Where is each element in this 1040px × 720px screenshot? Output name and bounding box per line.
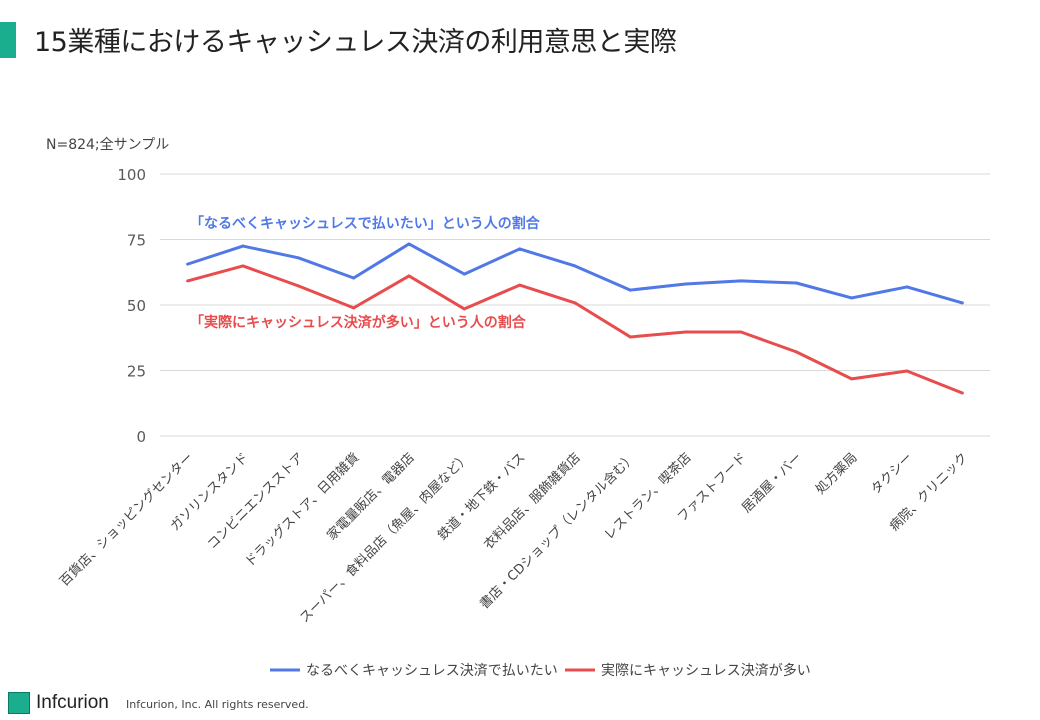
company-logo: Infcurion (8, 692, 109, 714)
y-tick-label: 75 (127, 232, 146, 250)
data-point (573, 301, 577, 305)
data-point (352, 306, 356, 310)
y-tick-label: 100 (117, 166, 146, 184)
data-point (850, 296, 854, 300)
data-point (518, 247, 522, 251)
data-point (905, 369, 909, 373)
data-point (960, 301, 964, 305)
page-title: 15業種におけるキャッシュレス決済の利用意思と実際 (34, 27, 677, 58)
x-tick-label: 処方薬局 (812, 450, 860, 498)
data-point (905, 285, 909, 289)
series-annotation: 「なるべくキャッシュレスで払いたい」という人の割合 (190, 215, 541, 232)
logo-text: Infcurion (36, 692, 109, 713)
legend-label: なるべくキャッシュレス決済で払いたい (306, 663, 558, 679)
data-point (407, 242, 411, 246)
data-point (407, 274, 411, 278)
data-point (960, 391, 964, 395)
accent-bar (0, 22, 16, 58)
y-tick-label: 0 (136, 428, 146, 446)
data-point (462, 307, 466, 311)
series-line (187, 242, 963, 305)
data-point (794, 350, 798, 354)
data-point (518, 283, 522, 287)
y-tick-label: 25 (127, 363, 146, 381)
data-point (186, 279, 190, 283)
x-tick-label: ドラッグストア、日用雑貨 (242, 450, 363, 571)
data-point (296, 284, 300, 288)
data-point (684, 282, 688, 286)
data-point (794, 281, 798, 285)
copyright: Infcurion, Inc. All rights reserved. (126, 698, 309, 711)
data-point (296, 256, 300, 260)
x-tick-label: 居酒屋・バー (739, 450, 805, 516)
data-point (850, 377, 854, 381)
data-point (462, 272, 466, 276)
sample-note: N=824;全サンプル (46, 137, 170, 153)
data-point (739, 330, 743, 334)
data-point (241, 244, 245, 248)
data-point (739, 279, 743, 283)
x-tick-label: コンビニエンスストア (205, 450, 307, 552)
legend-label: 実際にキャッシュレス決済が多い (601, 662, 811, 679)
data-point (241, 264, 245, 268)
series-annotation: 「実際にキャッシュレス決済が多い」という人の割合 (190, 314, 527, 331)
y-tick-label: 50 (127, 297, 146, 315)
logo-icon (8, 692, 30, 714)
data-point (186, 262, 190, 266)
data-point (628, 335, 632, 339)
x-tick-label: タクシー (868, 450, 915, 497)
x-tick-label: 衣料品店、服飾雑貨店 (481, 450, 584, 553)
data-point (628, 288, 632, 292)
data-point (573, 264, 577, 268)
data-point (684, 330, 688, 334)
data-point (352, 276, 356, 280)
